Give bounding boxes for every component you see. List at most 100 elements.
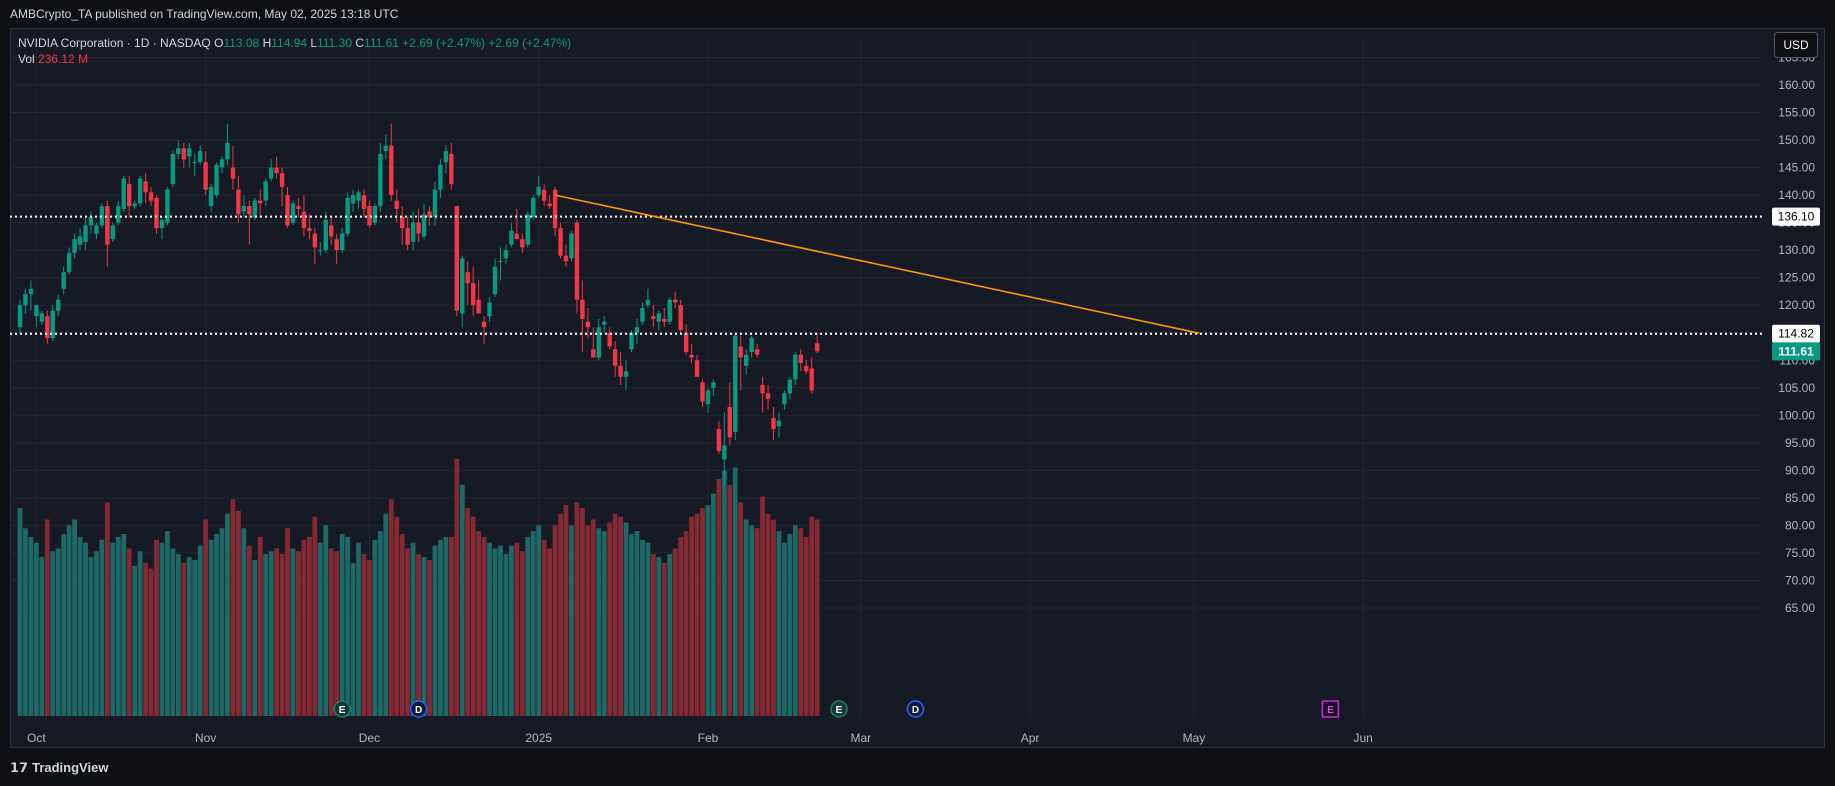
candle-body [400,217,405,229]
candle-body [83,225,88,242]
volume-bar [738,502,744,716]
x-tick-label: Jun [1353,731,1372,745]
candle-body [116,206,121,223]
candle-body [219,159,225,168]
volume-bar [203,519,209,716]
volume-bar [787,534,793,716]
candle-body [536,186,541,196]
publisher-line: AMBCrypto_TA published on TradingView.co… [10,7,399,21]
candle-body [656,313,662,322]
candle-body [569,233,574,259]
volume-bar [377,531,383,716]
volume-bar [650,554,656,716]
volume-bar [541,539,547,716]
volume-bar [77,536,83,716]
candle-body [127,184,132,207]
volume-bar [317,542,323,716]
candle-body [427,211,432,218]
candle-body [339,233,345,251]
tradingview-brand[interactable]: 𝟭𝟳 TradingView [10,760,108,776]
volume-bar [83,542,88,716]
volume-bar [711,493,716,716]
candle-body [476,299,481,314]
volume-bar [121,534,127,716]
volume-bar [569,525,574,716]
candle-body [361,195,367,209]
candle-body [694,360,700,377]
volume-bar [175,554,181,716]
volume-bar [530,531,536,716]
earnings-marker-label: E [836,705,843,716]
currency-button[interactable]: USD [1774,32,1818,58]
volume-bar [301,539,307,716]
volume-bar [667,554,673,716]
volume-bar [585,525,591,716]
volume-bar [323,525,329,716]
y-tick-label: 95.00 [1785,436,1815,450]
candle-body [683,332,689,353]
candle-body [372,206,378,223]
volume-bar [285,528,290,716]
candle-body [389,145,394,196]
candle-body [318,250,323,252]
volume-bar [50,551,56,716]
volume-bar [656,557,662,716]
volume-bar [443,536,449,716]
volume-bar [312,516,318,716]
x-tick-label: Mar [851,731,872,745]
volume-bar [459,484,465,716]
volume-bar [230,499,236,716]
change-value: +2.69 (+2.47%) [402,36,486,50]
candle-body [121,178,126,209]
candle-body [432,189,438,218]
symbol-title[interactable]: NVIDIA Corporation · 1D · NASDAQ [18,36,211,50]
candle-body [290,203,296,223]
volume-bar [612,513,618,716]
candle-body [645,299,651,306]
candle-body [410,222,416,242]
candle-body [487,302,492,317]
volume-bar [225,513,230,716]
low-label: L [310,36,318,50]
volume-bar [186,557,192,716]
candle-body [34,305,39,317]
volume-bar [694,513,700,716]
volume-bar [519,551,525,716]
candle-body [574,222,580,300]
volume-bar [252,560,258,716]
candle-body [689,354,694,358]
candle-body [602,321,607,325]
candle-body [17,305,23,328]
candle-body [771,418,776,430]
volume-bar [170,548,176,716]
candle-body [700,382,705,402]
candle-body [749,338,754,353]
y-tick-label: 100.00 [1778,408,1815,422]
candle-body [94,225,99,234]
candle-body [378,153,383,207]
volume-bar [219,528,225,716]
candle-body [612,349,618,366]
candle-body [39,313,45,322]
volume-bar [279,554,285,716]
volume-bar [716,479,722,716]
candle-body [230,167,236,179]
volume-bar [99,539,105,716]
candle-body [197,151,203,163]
volume-bar [754,528,760,716]
volume-bar [328,548,334,716]
candle-body [443,151,449,163]
candle-body [640,307,645,322]
candle-body [629,332,634,350]
x-tick-label: Feb [698,731,719,745]
volume-bar [771,519,776,716]
y-tick-label: 150.00 [1778,133,1815,147]
volume-bar [246,545,252,716]
volume-bar [159,542,165,716]
tradingview-logo-icon: 𝟭𝟳 [10,760,29,775]
volume-bar [33,542,39,716]
volume-bar [814,519,820,716]
volume-bar [148,568,154,716]
candle-body [531,197,536,218]
